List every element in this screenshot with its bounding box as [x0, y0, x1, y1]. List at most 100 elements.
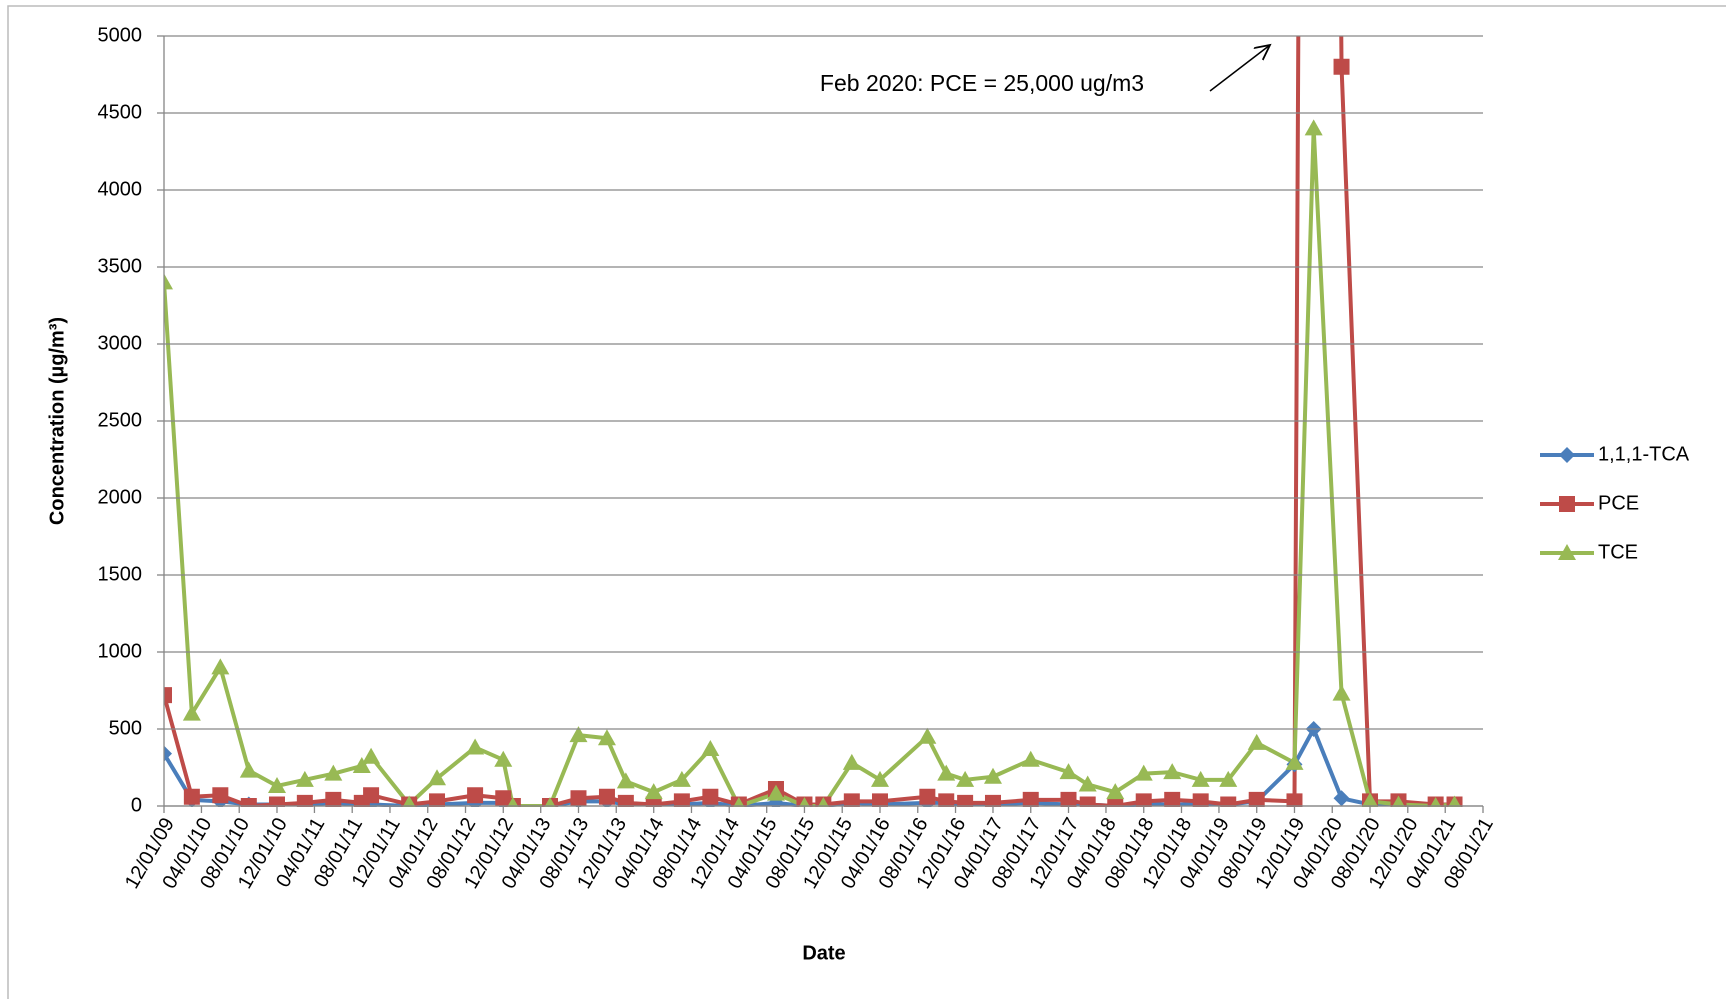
square-marker: [957, 794, 974, 807]
square-marker: [598, 788, 615, 805]
square-marker: [1286, 793, 1303, 807]
triangle-marker: [842, 753, 861, 770]
triangle-marker: [1247, 733, 1266, 750]
triangle-marker: [324, 764, 343, 781]
triangle-marker: [616, 772, 635, 789]
square-marker: [296, 794, 313, 807]
square-marker: [1164, 791, 1181, 807]
triangle-marker: [766, 784, 785, 801]
triangle-marker: [1191, 770, 1210, 787]
triangle-marker: [1021, 750, 1040, 767]
square-marker: [570, 790, 587, 807]
square-marker: [843, 793, 860, 807]
legend-label: TCE: [1598, 541, 1638, 563]
square-marker: [429, 793, 446, 807]
triangle-marker: [1430, 797, 1442, 807]
square-marker: [212, 787, 229, 804]
y-tick-label: 4500: [98, 101, 143, 123]
square-marker: [164, 687, 172, 704]
y-tick-label: 2500: [98, 409, 143, 431]
triangle-marker: [597, 729, 616, 746]
triangle-marker: [701, 740, 720, 757]
triangle-marker: [1106, 783, 1125, 800]
triangle-marker: [918, 727, 937, 744]
triangle-marker: [733, 797, 745, 807]
triangle-marker: [1558, 544, 1576, 560]
triangle-marker: [1163, 763, 1182, 780]
triangle-marker: [466, 738, 485, 755]
triangle-marker: [1285, 753, 1304, 770]
square-marker: [1079, 796, 1096, 807]
triangle-marker: [1219, 770, 1238, 787]
triangle-marker: [494, 750, 513, 767]
square-marker: [325, 791, 342, 807]
square-marker: [702, 788, 719, 805]
triangle-marker: [507, 797, 519, 807]
square-marker: [363, 787, 380, 804]
annotation-arrow: [1209, 45, 1270, 92]
y-tick-label: 3000: [98, 332, 143, 354]
triangle-marker: [211, 658, 230, 675]
square-marker: [673, 793, 690, 807]
triangle-marker: [644, 783, 663, 800]
square-marker: [467, 787, 484, 804]
diamond-marker: [164, 745, 172, 762]
square-marker: [268, 796, 285, 807]
square-marker: [938, 793, 955, 807]
y-tick-label: 1000: [98, 640, 143, 662]
triangle-marker: [817, 797, 829, 807]
y-tick-label: 4000: [98, 178, 143, 200]
legend-label: 1,1,1-TCA: [1598, 443, 1690, 465]
diamond-marker: [1333, 790, 1350, 807]
square-marker: [617, 794, 634, 807]
triangle-marker: [239, 761, 258, 778]
triangle-marker: [1391, 795, 1405, 807]
square-marker: [1220, 796, 1237, 807]
square-marker: [183, 788, 200, 805]
chart-frame: [7, 5, 1726, 999]
square-marker: [1060, 791, 1077, 807]
triangle-marker: [182, 704, 201, 721]
square-marker: [1107, 798, 1124, 807]
triangle-marker: [870, 770, 889, 787]
x-axis-title: Date: [802, 942, 845, 964]
square-marker: [871, 793, 888, 807]
y-tick-label: 5000: [98, 24, 143, 46]
triangle-marker: [672, 770, 691, 787]
triangle-marker: [295, 770, 314, 787]
legend-label: PCE: [1598, 492, 1639, 514]
triangle-marker: [402, 795, 416, 807]
y-tick-label: 1500: [98, 563, 143, 585]
y-tick-label: 2000: [98, 486, 143, 508]
y-tick-label: 500: [109, 717, 142, 739]
square-marker: [1192, 793, 1209, 807]
square-marker: [1248, 791, 1265, 807]
square-marker: [984, 794, 1001, 807]
triangle-marker: [428, 769, 447, 786]
square-marker: [1135, 793, 1152, 807]
triangle-marker: [956, 770, 975, 787]
triangle-marker: [1332, 684, 1351, 701]
square-marker: [1333, 58, 1350, 75]
square-marker: [1022, 791, 1039, 807]
annotation: Feb 2020: PCE = 25,000 ug/m3: [820, 70, 1144, 96]
triangle-marker: [798, 797, 811, 807]
triangle-marker: [164, 273, 173, 290]
square-marker: [919, 788, 936, 805]
triangle-marker: [937, 764, 956, 781]
triangle-marker: [983, 767, 1002, 784]
y-tick-label: 0: [131, 794, 142, 816]
triangle-marker: [1448, 795, 1462, 807]
triangle-marker: [362, 747, 381, 764]
triangle-marker: [544, 797, 556, 807]
y-axis-title: Concentration (µg/m³): [46, 317, 68, 525]
triangle-marker: [1059, 763, 1078, 780]
square-marker: [240, 798, 257, 807]
diamond-marker: [767, 794, 784, 807]
diamond-marker: [1559, 447, 1575, 463]
triangle-marker: [569, 726, 588, 743]
triangle-marker: [1078, 775, 1097, 792]
triangle-marker: [1134, 764, 1153, 781]
triangle-marker: [267, 776, 286, 793]
